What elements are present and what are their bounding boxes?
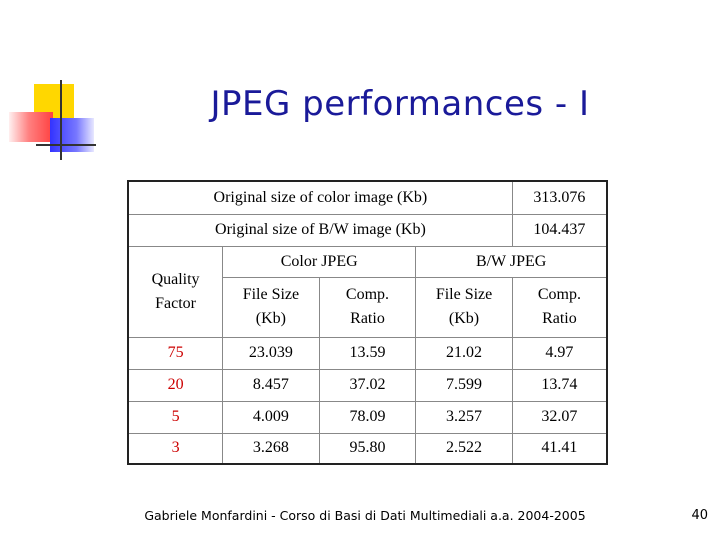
quality-value: 3: [127, 432, 224, 465]
color-ratio-header: Comp. Ratio: [318, 276, 417, 338]
original-bw-size-label: Original size of B/W image (Kb): [127, 213, 513, 247]
table-row: 75 23.039 13.59 21.02 4.97: [127, 336, 608, 370]
original-color-size-value: 313.076: [511, 180, 608, 215]
table-row: 20 8.457 37.02 7.599 13.74: [127, 368, 608, 402]
header-line2: Ratio: [542, 310, 577, 327]
quality-factor-header: Quality Factor: [127, 245, 224, 338]
group-header-row: Quality Factor Color JPEG B/W JPEG: [127, 245, 608, 338]
table-row: 3 3.268 95.80 2.522 41.41: [127, 432, 608, 465]
slide-title: JPEG performances - I: [210, 84, 590, 124]
decorative-horizontal-line: [36, 144, 96, 146]
page-number: 40: [691, 508, 708, 523]
bw-ratio-value: 13.74: [511, 368, 608, 402]
decorative-red-bar: [9, 112, 53, 142]
quality-value: 20: [127, 368, 224, 402]
decorative-vertical-line: [60, 80, 62, 160]
header-line2: (Kb): [255, 310, 287, 327]
bw-size-value: 3.257: [415, 400, 513, 434]
color-ratio-value: 37.02: [318, 368, 417, 402]
header-line1: File Size: [242, 286, 300, 303]
quality-header-line1: Quality: [151, 270, 200, 288]
quality-value: 75: [127, 336, 224, 370]
original-size-row: Original size of color image (Kb) 313.07…: [127, 180, 608, 215]
bw-ratio-header: Comp. Ratio: [511, 276, 608, 338]
bw-ratio-value: 41.41: [511, 432, 608, 465]
original-size-row: Original size of B/W image (Kb) 104.437: [127, 213, 608, 247]
header-line2: (Kb): [448, 310, 480, 327]
decorative-blue-square: [50, 118, 94, 152]
color-ratio-value: 13.59: [318, 336, 417, 370]
color-size-value: 23.039: [222, 336, 320, 370]
color-size-value: 3.268: [222, 432, 320, 465]
bw-size-value: 2.522: [415, 432, 513, 465]
color-size-value: 4.009: [222, 400, 320, 434]
slide-footer: Gabriele Monfardini - Corso di Basi di D…: [144, 508, 586, 523]
header-line1: Comp.: [537, 286, 581, 303]
bw-ratio-value: 32.07: [511, 400, 608, 434]
original-color-size-label: Original size of color image (Kb): [127, 180, 513, 215]
header-line1: Comp.: [345, 286, 390, 303]
color-ratio-value: 95.80: [318, 432, 417, 465]
header-line2: Ratio: [350, 310, 385, 327]
color-size-value: 8.457: [222, 368, 320, 402]
quality-value: 5: [127, 400, 224, 434]
bw-ratio-value: 4.97: [511, 336, 608, 370]
color-file-size-header: File Size (Kb): [222, 276, 320, 338]
color-jpeg-header: Color JPEG: [222, 245, 417, 278]
header-line1: File Size: [435, 286, 493, 303]
quality-header-line2: Factor: [155, 294, 196, 312]
bw-size-value: 7.599: [415, 368, 513, 402]
color-ratio-value: 78.09: [318, 400, 417, 434]
bw-jpeg-header: B/W JPEG: [415, 245, 608, 278]
original-bw-size-value: 104.437: [511, 213, 608, 247]
performance-table: Original size of color image (Kb) 313.07…: [127, 180, 608, 465]
column-header-row: File Size (Kb) Comp. Ratio File Size (Kb…: [128, 276, 608, 338]
table-row: 5 4.009 78.09 3.257 32.07: [127, 400, 608, 434]
bw-file-size-header: File Size (Kb): [415, 276, 513, 338]
bw-size-value: 21.02: [415, 336, 513, 370]
